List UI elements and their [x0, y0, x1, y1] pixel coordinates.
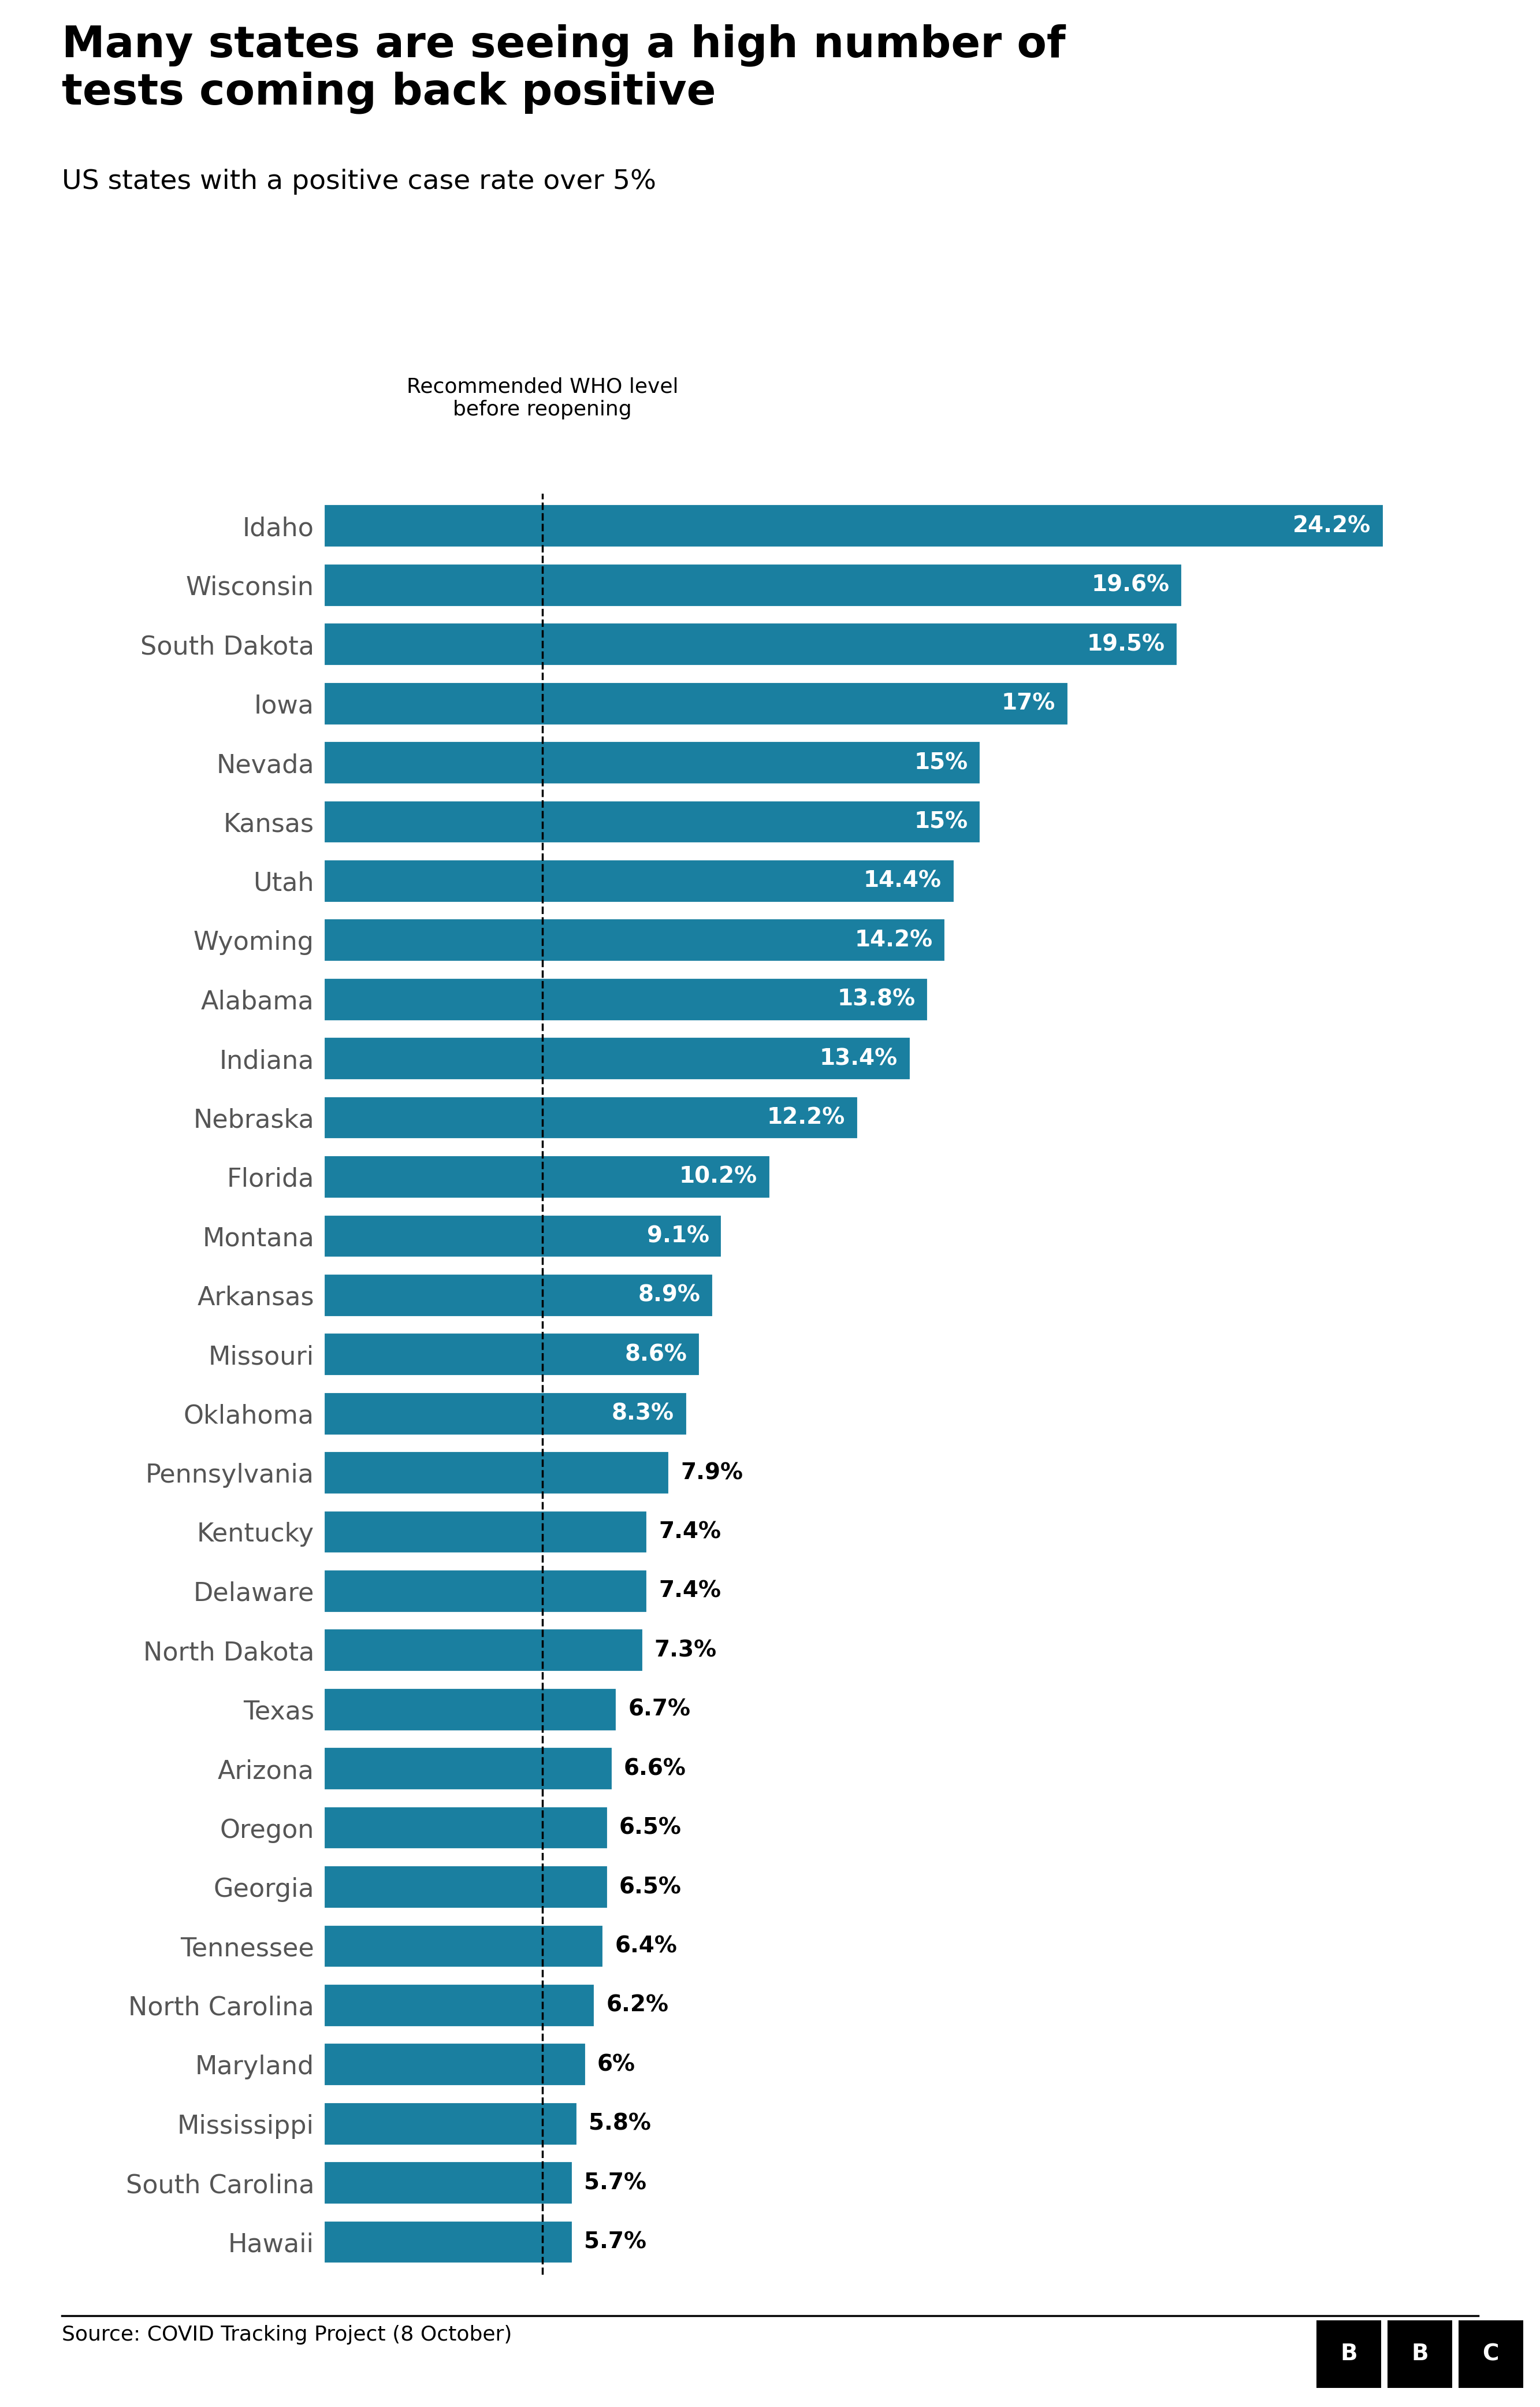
Bar	[323, 1569, 648, 1613]
Text: 8.9%: 8.9%	[638, 1285, 701, 1307]
Bar	[323, 1983, 594, 2027]
Bar	[323, 2101, 578, 2145]
Text: 6.2%: 6.2%	[607, 1995, 668, 2017]
Text: 19.5%: 19.5%	[1087, 633, 1164, 655]
Text: 13.8%: 13.8%	[838, 989, 915, 1011]
Bar	[323, 799, 981, 845]
Text: 6%: 6%	[598, 2053, 636, 2075]
Text: 6.7%: 6.7%	[628, 1699, 690, 1721]
Text: 17%: 17%	[1001, 693, 1055, 715]
Text: B: B	[1340, 2342, 1358, 2366]
Text: 13.4%: 13.4%	[819, 1047, 898, 1069]
Text: C: C	[1483, 2342, 1498, 2366]
Text: Recommended WHO level
before reopening: Recommended WHO level before reopening	[407, 378, 679, 419]
Bar	[323, 977, 929, 1021]
Text: 12.2%: 12.2%	[767, 1107, 845, 1129]
Bar	[323, 1273, 713, 1317]
Text: 14.2%: 14.2%	[855, 929, 933, 951]
Bar	[323, 1865, 608, 1909]
Text: 15%: 15%	[913, 751, 967, 773]
Text: 10.2%: 10.2%	[679, 1165, 758, 1189]
Text: 6.5%: 6.5%	[619, 1817, 682, 1839]
Bar	[323, 919, 946, 963]
Bar	[323, 1747, 613, 1791]
Bar	[323, 1509, 648, 1555]
Bar	[323, 2161, 573, 2205]
Text: 8.3%: 8.3%	[611, 1403, 675, 1425]
Bar	[323, 1923, 604, 1969]
Bar	[323, 1805, 608, 1849]
Text: 7.4%: 7.4%	[659, 1521, 721, 1543]
Bar	[323, 1333, 701, 1377]
Bar	[323, 681, 1069, 725]
Text: 7.4%: 7.4%	[659, 1579, 721, 1603]
Text: 5.8%: 5.8%	[588, 2113, 651, 2135]
Text: 6.4%: 6.4%	[614, 1935, 678, 1957]
Text: 19.6%: 19.6%	[1092, 575, 1169, 597]
Text: 24.2%: 24.2%	[1294, 515, 1371, 537]
Text: 15%: 15%	[913, 811, 967, 833]
Bar	[323, 2219, 573, 2265]
Bar	[323, 1391, 687, 1435]
Bar	[323, 1037, 910, 1081]
Text: 7.3%: 7.3%	[654, 1639, 716, 1661]
Bar	[323, 1630, 644, 1673]
Text: B: B	[1411, 2342, 1429, 2366]
Text: Many states are seeing a high number of
tests coming back positive: Many states are seeing a high number of …	[62, 24, 1066, 113]
Text: 6.6%: 6.6%	[624, 1757, 685, 1779]
Text: 6.5%: 6.5%	[619, 1875, 682, 1899]
Text: Source: COVID Tracking Project (8 October): Source: COVID Tracking Project (8 Octobe…	[62, 2325, 511, 2344]
Bar	[323, 1687, 618, 1731]
Bar	[323, 1155, 770, 1199]
Bar	[323, 2044, 587, 2087]
Bar	[323, 741, 981, 785]
Bar	[323, 503, 1384, 549]
Text: 7.9%: 7.9%	[681, 1461, 742, 1483]
Bar	[323, 1451, 670, 1495]
Bar	[323, 859, 955, 903]
Text: 8.6%: 8.6%	[625, 1343, 687, 1365]
Bar	[323, 623, 1178, 667]
Text: 5.7%: 5.7%	[584, 2231, 647, 2253]
Text: 9.1%: 9.1%	[647, 1225, 708, 1247]
Bar	[323, 563, 1183, 607]
Text: 5.7%: 5.7%	[584, 2171, 647, 2193]
Text: US states with a positive case rate over 5%: US states with a positive case rate over…	[62, 168, 656, 195]
Text: 14.4%: 14.4%	[864, 869, 941, 893]
Bar	[323, 1095, 858, 1139]
Bar	[323, 1213, 722, 1259]
